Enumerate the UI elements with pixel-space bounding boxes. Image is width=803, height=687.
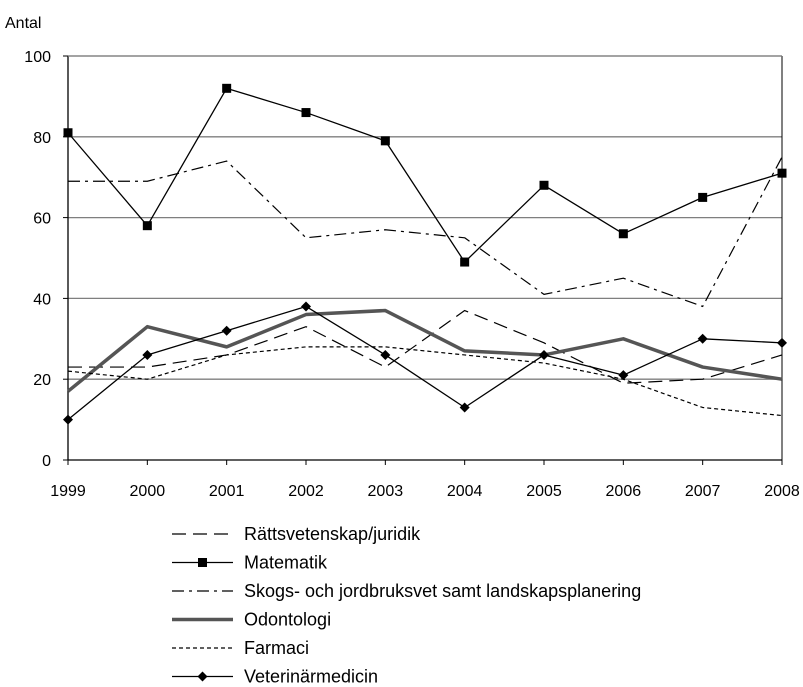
series-2 bbox=[63, 83, 787, 267]
x-tick-label-2004: 2004 bbox=[447, 483, 483, 500]
x-tick-label-2003: 2003 bbox=[368, 483, 404, 500]
legend-item-4: Odontologi bbox=[172, 610, 331, 630]
series-1 bbox=[68, 309, 783, 384]
data-point-2-2008 bbox=[777, 168, 787, 178]
data-point-6-2006 bbox=[618, 370, 629, 381]
series-3 bbox=[68, 156, 783, 308]
legend-item-6: Veterinärmedicin bbox=[172, 667, 378, 687]
y-tick-label-20: 20 bbox=[33, 372, 51, 389]
data-point-6-2004 bbox=[459, 402, 470, 413]
x-tick-label-2005: 2005 bbox=[526, 483, 562, 500]
y-tick-label-100: 100 bbox=[24, 49, 51, 66]
data-point-6-2005 bbox=[539, 349, 549, 360]
legend: Rättsvetenskap/juridik Matematik Skogs- oc… bbox=[172, 524, 641, 687]
data-point-6-2001 bbox=[221, 325, 232, 336]
legend-item-1: Rättsvetenskap/juridik bbox=[172, 524, 421, 544]
data-point-2-2002 bbox=[301, 108, 311, 118]
x-tick-label-2001: 2001 bbox=[209, 483, 245, 500]
x-tick-label-1999: 1999 bbox=[50, 483, 86, 500]
series-lines bbox=[63, 83, 787, 425]
series-line-3 bbox=[68, 156, 783, 308]
series-5 bbox=[67, 346, 783, 417]
legend-item-3: Skogs- och jordbruksvet samt landskapspl… bbox=[172, 581, 641, 601]
y-tick-label-60: 60 bbox=[33, 211, 51, 228]
y-tick-label-80: 80 bbox=[33, 130, 51, 147]
legend-marker-6 bbox=[197, 671, 208, 682]
y-tick-label-40: 40 bbox=[33, 291, 51, 308]
data-point-6-2008 bbox=[777, 337, 787, 348]
x-tick-label-2008: 2008 bbox=[764, 483, 800, 500]
data-point-2-2007 bbox=[698, 192, 708, 202]
data-point-2-2000 bbox=[142, 221, 152, 231]
x-tick-label-2002: 2002 bbox=[288, 483, 324, 500]
series-line-6 bbox=[67, 305, 783, 421]
data-point-2-2004 bbox=[460, 257, 470, 267]
legend-marker-2 bbox=[198, 558, 207, 567]
legend-label-2: Matematik bbox=[244, 553, 328, 573]
data-point-6-2007 bbox=[697, 333, 708, 344]
x-tick-label-2006: 2006 bbox=[606, 483, 642, 500]
data-point-2-2001 bbox=[222, 83, 232, 93]
data-point-2-2003 bbox=[380, 136, 390, 146]
series-line-4 bbox=[66, 308, 783, 393]
axes bbox=[63, 55, 783, 465]
series-6 bbox=[63, 301, 787, 425]
legend-label-4: Odontologi bbox=[244, 610, 331, 630]
data-point-6-1999 bbox=[63, 414, 73, 425]
x-tick-labels: 1999 2000 2001 2002 2003 2004 2005 2006 2007 2008 bbox=[50, 483, 800, 500]
data-point-2-1999 bbox=[63, 128, 73, 138]
y-tick-label-0: 0 bbox=[42, 453, 51, 470]
data-point-2-2006 bbox=[618, 229, 628, 239]
y-axis-title: Antal bbox=[5, 15, 41, 32]
y-tick-labels: 0 20 40 60 80 100 bbox=[24, 49, 51, 470]
legend-label-5: Farmaci bbox=[244, 638, 309, 658]
series-4 bbox=[66, 308, 783, 393]
series-line-5 bbox=[67, 346, 783, 417]
data-point-6-2002 bbox=[301, 301, 311, 312]
series-line-1 bbox=[68, 309, 783, 384]
series-line-2 bbox=[67, 87, 783, 263]
legend-label-6: Veterinärmedicin bbox=[244, 667, 378, 687]
legend-item-5: Farmaci bbox=[172, 638, 309, 658]
x-tick-label-2007: 2007 bbox=[685, 483, 721, 500]
legend-label-1: Rättsvetenskap/juridik bbox=[244, 524, 421, 544]
data-point-6-2003 bbox=[380, 349, 391, 360]
legend-label-3: Skogs- och jordbruksvet samt landskapspl… bbox=[244, 581, 641, 601]
x-tick-label-2000: 2000 bbox=[130, 483, 166, 500]
data-point-2-2005 bbox=[539, 180, 549, 190]
legend-item-2: Matematik bbox=[172, 553, 328, 573]
data-point-6-2000 bbox=[142, 349, 153, 360]
